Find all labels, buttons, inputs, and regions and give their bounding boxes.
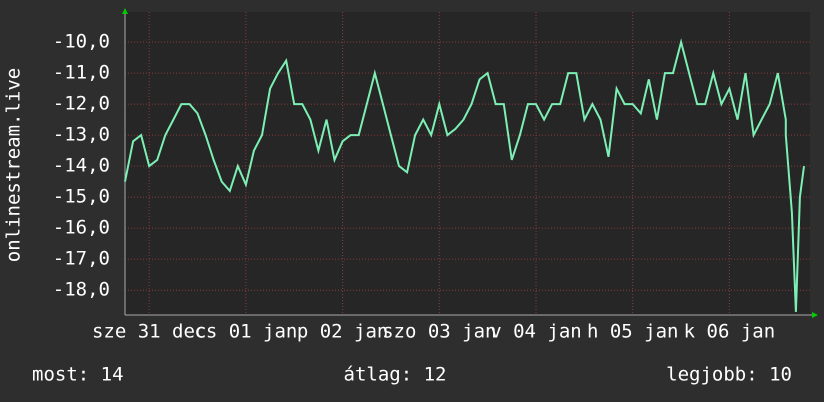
x-tick-label: szo 03 jan	[382, 321, 496, 343]
y-tick-label: -18,0	[53, 279, 110, 301]
y-tick-label: -17,0	[53, 248, 110, 270]
x-tick-label: k 06 jan	[684, 321, 776, 343]
y-tick-label: -10,0	[53, 31, 110, 53]
y-tick-label: -15,0	[53, 186, 110, 208]
data-line	[124, 38, 805, 312]
y-tick-label: -14,0	[53, 155, 110, 177]
x-tick-label: p 02 jan	[297, 321, 389, 343]
x-tick-label: cs 01 jan	[194, 321, 297, 343]
axis-arrow	[812, 312, 818, 318]
footer-average: átlag: 12	[344, 364, 447, 386]
y-tick-label: -13,0	[53, 124, 110, 146]
y-axis-title: onlinestream.live	[3, 68, 25, 262]
x-tick-label: h 05 jan	[587, 321, 679, 343]
y-tick-label: -11,0	[53, 62, 110, 84]
y-tick-label: -16,0	[53, 217, 110, 239]
footer-current: most: 14	[32, 364, 124, 386]
x-tick-label: sze 31 dec	[92, 321, 206, 343]
y-tick-label: -12,0	[53, 93, 110, 115]
plot-area	[125, 12, 810, 315]
footer-best: legjobb: 10	[666, 364, 792, 386]
axis-arrow	[122, 8, 128, 14]
x-tick-label: v 04 jan	[490, 321, 582, 343]
